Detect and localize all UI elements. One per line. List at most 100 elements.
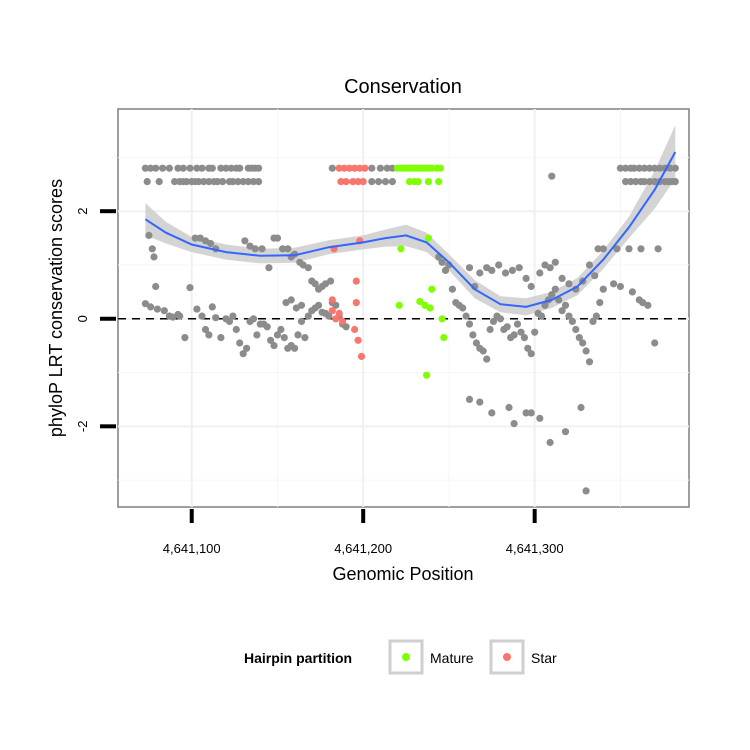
point-other	[388, 164, 396, 172]
point-other	[152, 282, 160, 291]
point-other	[152, 164, 160, 172]
point-other	[496, 315, 504, 323]
point-other	[616, 164, 625, 172]
point-other	[622, 164, 630, 172]
point-other	[654, 245, 662, 253]
point-other	[255, 178, 263, 186]
point-mature	[414, 178, 422, 186]
point-other	[297, 301, 306, 309]
point-other	[229, 312, 237, 320]
point-other	[527, 350, 535, 358]
point-other	[513, 320, 522, 328]
point-other	[244, 178, 252, 186]
point-other	[551, 285, 559, 293]
point-star	[332, 315, 340, 323]
point-other	[524, 344, 532, 352]
point-other	[462, 312, 470, 320]
point-star	[337, 178, 345, 186]
point-mature	[435, 178, 443, 186]
point-other	[270, 342, 278, 350]
point-mature	[424, 234, 432, 242]
point-star	[328, 296, 336, 304]
point-other	[448, 285, 456, 293]
point-other	[222, 164, 230, 172]
point-other	[582, 347, 590, 355]
point-other	[548, 172, 556, 180]
point-mature	[395, 301, 403, 309]
legend: Hairpin partition Mature Star	[244, 639, 557, 675]
point-other	[599, 285, 607, 293]
legend-label-mature: Mature	[430, 650, 474, 666]
point-other	[610, 280, 618, 288]
point-other	[561, 428, 570, 436]
legend-item-mature: Mature	[388, 639, 474, 675]
x-axis-label: Genomic Position	[332, 564, 473, 584]
point-other	[217, 334, 225, 342]
point-other	[613, 245, 621, 253]
point-other	[241, 237, 249, 245]
x-tick-label: 4,641,300	[506, 541, 564, 556]
legend-item-star: Star	[489, 639, 557, 675]
point-other	[488, 409, 496, 417]
smooth-trend-line	[144, 151, 677, 308]
point-other	[267, 336, 275, 344]
point-other	[315, 301, 323, 309]
point-other	[249, 315, 258, 323]
point-other	[585, 261, 594, 269]
point-mature	[397, 245, 405, 253]
point-star	[354, 336, 362, 344]
point-other	[591, 272, 599, 280]
point-other	[301, 334, 309, 342]
point-other	[438, 258, 446, 266]
point-other	[148, 245, 156, 253]
point-other	[186, 164, 194, 172]
chart-title: Conservation	[344, 76, 462, 98]
point-other	[575, 334, 583, 342]
point-other	[558, 274, 566, 282]
point-other	[546, 264, 554, 272]
y-tick-label: 0	[75, 315, 90, 322]
point-other	[174, 164, 182, 172]
point-other	[195, 178, 203, 186]
point-other	[651, 178, 659, 186]
x-tick-label: 4,641,200	[334, 541, 392, 556]
point-other	[141, 300, 149, 308]
y-tick-label: 2	[75, 208, 90, 215]
point-other	[327, 277, 335, 285]
point-other	[217, 164, 225, 172]
point-other	[265, 264, 273, 272]
point-other	[625, 245, 633, 253]
grid-lines	[118, 109, 689, 507]
point-star	[357, 352, 366, 360]
point-other	[622, 178, 630, 186]
point-other	[147, 303, 155, 311]
point-other	[325, 312, 333, 320]
point-star	[335, 309, 343, 317]
point-other	[640, 164, 649, 172]
point-other	[225, 317, 234, 325]
point-other	[239, 350, 247, 358]
point-star	[340, 164, 348, 172]
point-other	[505, 403, 513, 412]
point-other	[646, 178, 654, 186]
point-star	[356, 164, 364, 172]
point-other	[561, 301, 570, 309]
point-other	[328, 164, 336, 172]
point-other	[483, 355, 491, 363]
point-other	[255, 164, 263, 172]
point-other	[577, 403, 585, 412]
point-other	[141, 164, 149, 172]
point-other	[258, 245, 266, 253]
point-other	[508, 266, 516, 274]
point-star	[335, 164, 343, 172]
point-other	[486, 325, 494, 334]
point-other	[179, 164, 187, 172]
point-other	[503, 323, 511, 331]
point-star	[345, 164, 354, 172]
point-other	[145, 231, 153, 239]
point-other	[537, 312, 546, 320]
point-other	[476, 398, 484, 406]
point-other	[297, 317, 306, 325]
point-other	[644, 301, 652, 309]
